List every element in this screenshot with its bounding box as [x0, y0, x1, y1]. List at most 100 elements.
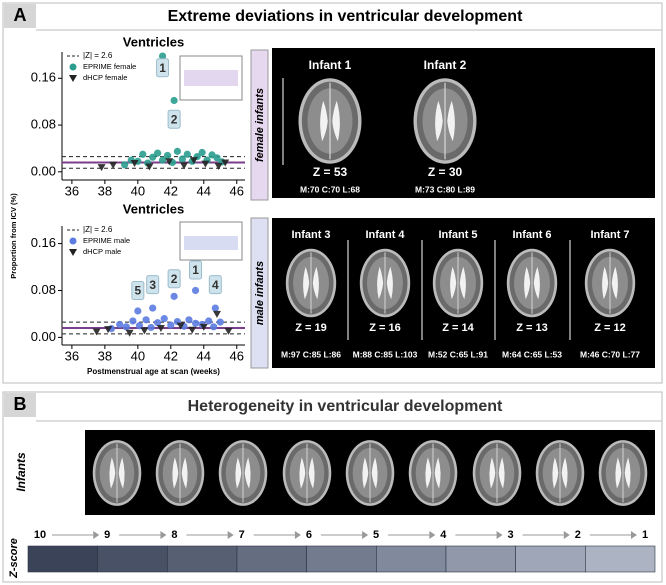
- point: [121, 161, 129, 169]
- point: [183, 150, 191, 158]
- point: [122, 323, 130, 331]
- x-tick-label: 46: [230, 183, 244, 198]
- chart-title: Ventricles: [123, 201, 184, 216]
- y-tick-label: 0.08: [31, 282, 56, 297]
- brain-image: [285, 248, 337, 318]
- point: [170, 292, 178, 300]
- point: [129, 317, 137, 325]
- point: [191, 319, 200, 327]
- annotation-box: [156, 58, 170, 78]
- side-label: female infants: [254, 88, 266, 162]
- point: [154, 149, 162, 157]
- scale-segment: [167, 545, 238, 573]
- annotation: 2: [171, 112, 178, 126]
- point: [205, 317, 213, 325]
- infant-z: Z = 19: [295, 322, 327, 334]
- scale-segment: [445, 545, 516, 573]
- arrow-head: [294, 531, 301, 539]
- x-tick-label: 42: [164, 348, 178, 363]
- arrow-head: [563, 531, 570, 539]
- scale-segment: [97, 545, 168, 573]
- point: [165, 158, 174, 166]
- z-step: 1: [642, 529, 648, 541]
- infant-z: Z = 12: [594, 322, 626, 334]
- z-step: 7: [239, 529, 245, 541]
- legend-swatch: [69, 75, 77, 82]
- point: [149, 304, 157, 312]
- annotation-box: [208, 275, 222, 295]
- infant-name: Infant 4: [365, 229, 405, 241]
- scale-segment: [585, 545, 656, 573]
- point: [216, 318, 224, 326]
- point: [167, 321, 175, 329]
- infant-name: Infant 2: [424, 58, 467, 72]
- z-step: 9: [104, 529, 110, 541]
- infant-name: Infant 7: [590, 229, 629, 241]
- z-step: 8: [171, 529, 177, 541]
- inset-band: [184, 236, 238, 250]
- infant-scores: M:46 C:70 L:77: [580, 349, 640, 359]
- point: [173, 147, 182, 155]
- legend-swatch: [69, 249, 77, 256]
- arrow-head: [429, 531, 436, 539]
- arrow-head: [227, 531, 234, 539]
- separators: [347, 240, 571, 340]
- annotation: 3: [149, 278, 156, 292]
- chart-title: Ventricles: [123, 34, 184, 49]
- z-step: 4: [440, 529, 447, 541]
- point: [224, 327, 233, 335]
- scale-segment: [236, 545, 307, 573]
- y-tick-label: 0.16: [31, 70, 56, 85]
- point: [125, 329, 134, 337]
- inset-band: [184, 70, 238, 86]
- legend-label: |Z| = 2.6: [83, 225, 113, 234]
- scale-segment: [306, 545, 377, 573]
- point: [116, 320, 124, 329]
- infant-z: Z = 30: [428, 165, 463, 179]
- panel-title: Heterogeneity in ventricular development: [188, 398, 503, 415]
- infant-z: Z = 13: [516, 322, 548, 334]
- point: [180, 162, 188, 170]
- point: [191, 286, 200, 295]
- scale-label: Z-score: [8, 538, 20, 579]
- annotation: 5: [134, 284, 141, 298]
- z-step: 5: [373, 529, 379, 541]
- point: [212, 310, 221, 318]
- brain-image: [359, 248, 411, 318]
- panel-a-badge: [4, 4, 36, 28]
- annotation-box: [131, 280, 145, 300]
- brain-row: [92, 439, 648, 507]
- x-axis-label: Postmenstrual age at scan (weeks): [87, 367, 220, 376]
- point: [185, 316, 193, 324]
- infant-scores: M:70 C:70 L:68: [300, 184, 360, 194]
- x-tick-label: 38: [98, 348, 112, 363]
- x-tick-label: 36: [65, 348, 79, 363]
- point: [213, 154, 221, 162]
- annotation: 1: [159, 61, 166, 75]
- infant-z: Z = 53: [313, 165, 348, 179]
- infant-name: Infant 1: [309, 58, 352, 72]
- legend-swatch: [69, 237, 77, 245]
- infant-name: Infant 5: [438, 229, 477, 241]
- y-tick-label: 0.00: [31, 163, 56, 178]
- point: [178, 155, 186, 163]
- point: [92, 328, 101, 336]
- point: [201, 160, 210, 168]
- point: [214, 162, 223, 170]
- point: [104, 326, 113, 334]
- infant-scores: M:88 C:85 L:103: [353, 349, 418, 359]
- arrow-head: [160, 531, 167, 539]
- infant-z: Z = 14: [442, 322, 474, 334]
- brain-image: [297, 77, 363, 165]
- legend-label: EPRIME male: [83, 236, 130, 245]
- infant-name: Infant 3: [291, 229, 330, 241]
- x-tick-label: 46: [230, 348, 244, 363]
- point: [154, 319, 162, 327]
- point: [140, 327, 149, 335]
- point: [145, 163, 154, 171]
- x-tick-label: 40: [131, 183, 145, 198]
- point: [156, 325, 165, 332]
- legend-swatch: [69, 63, 77, 71]
- point: [158, 156, 167, 164]
